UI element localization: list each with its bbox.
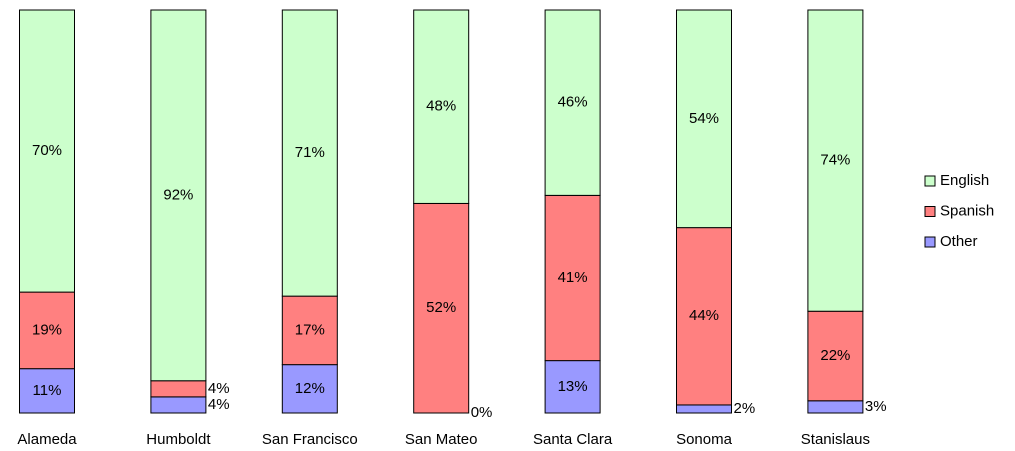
value-label: 17% — [295, 321, 325, 338]
value-label: 4% — [208, 380, 230, 397]
value-label: 71% — [295, 144, 325, 161]
x-tick-label: San Francisco — [262, 431, 358, 448]
x-tick-label: Stanislaus — [801, 431, 870, 448]
bar-segment — [281, 295, 338, 366]
value-label: 2% — [734, 400, 756, 417]
value-label: 74% — [820, 152, 850, 169]
value-label: 54% — [689, 110, 719, 127]
legend-swatch — [924, 236, 936, 248]
value-label: 11% — [33, 382, 62, 399]
bar-segment — [676, 227, 732, 406]
bar-segment — [807, 400, 864, 414]
bar-segment — [281, 364, 338, 414]
value-label: 13% — [558, 378, 588, 395]
value-label: 48% — [426, 98, 456, 115]
value-label: 70% — [32, 142, 62, 159]
bar-segment — [413, 9, 470, 204]
bar-segment — [281, 9, 338, 297]
value-label: 46% — [558, 94, 588, 111]
bar-segment — [413, 202, 470, 414]
value-label: 12% — [295, 380, 325, 397]
value-label: 92% — [163, 186, 193, 203]
value-label: 19% — [32, 321, 62, 338]
legend-swatch — [924, 175, 936, 187]
x-tick-label: San Mateo — [405, 431, 478, 448]
bar-segment — [19, 9, 75, 293]
bar-segment — [807, 9, 864, 312]
bar-segment — [150, 9, 207, 382]
legend-label: Spanish — [940, 202, 994, 219]
legend-swatch — [924, 206, 936, 217]
x-tick-label: Alameda — [17, 431, 77, 448]
bar-segment — [807, 310, 864, 402]
bar-segment — [544, 360, 601, 414]
bar-segment — [19, 291, 75, 370]
value-label: 3% — [865, 398, 887, 415]
x-tick-label: Santa Clara — [533, 431, 613, 448]
value-label: 41% — [558, 269, 588, 286]
bar-segment — [676, 9, 732, 229]
bar-segment — [19, 368, 75, 414]
legend-label: English — [940, 172, 989, 189]
bar-segment — [544, 194, 601, 362]
value-label: 52% — [426, 299, 456, 316]
bar-segment — [676, 404, 732, 414]
value-label: 4% — [208, 396, 230, 413]
value-label: 44% — [689, 307, 719, 324]
x-tick-label: Humboldt — [146, 431, 211, 448]
bar-segment — [544, 9, 601, 196]
legend-label: Other — [940, 233, 978, 250]
value-label: 0% — [471, 404, 493, 421]
value-label: 22% — [820, 347, 850, 364]
bar-segment — [150, 396, 207, 414]
bar-segment — [150, 380, 207, 398]
x-tick-label: Sonoma — [676, 431, 733, 448]
